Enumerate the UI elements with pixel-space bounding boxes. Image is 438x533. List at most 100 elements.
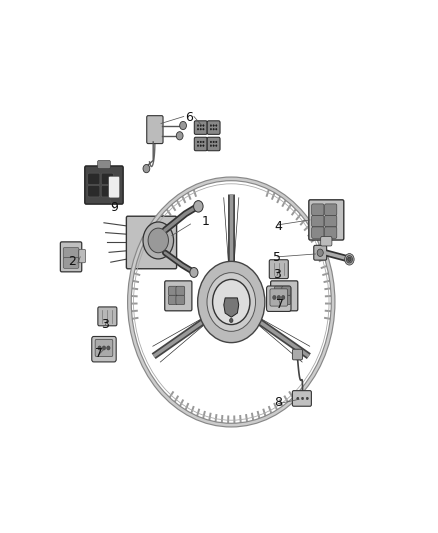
Circle shape xyxy=(210,141,212,143)
Circle shape xyxy=(207,273,255,332)
FancyBboxPatch shape xyxy=(85,166,123,204)
Circle shape xyxy=(198,261,265,343)
FancyBboxPatch shape xyxy=(169,295,177,305)
FancyBboxPatch shape xyxy=(169,286,177,296)
Circle shape xyxy=(215,125,217,126)
Text: 3: 3 xyxy=(101,318,109,331)
Text: 6: 6 xyxy=(185,111,193,124)
Circle shape xyxy=(200,141,201,143)
Circle shape xyxy=(143,222,173,259)
Text: 7: 7 xyxy=(95,347,103,360)
FancyBboxPatch shape xyxy=(207,121,220,134)
Circle shape xyxy=(102,346,106,350)
Text: 9: 9 xyxy=(110,201,118,214)
Circle shape xyxy=(348,257,351,261)
Circle shape xyxy=(215,145,217,147)
Circle shape xyxy=(203,141,204,143)
Circle shape xyxy=(210,145,212,147)
FancyBboxPatch shape xyxy=(325,204,337,215)
Circle shape xyxy=(277,295,280,300)
FancyBboxPatch shape xyxy=(98,307,117,326)
Circle shape xyxy=(301,397,304,400)
Text: 2: 2 xyxy=(68,255,76,268)
Circle shape xyxy=(197,125,199,126)
FancyBboxPatch shape xyxy=(293,349,303,360)
FancyBboxPatch shape xyxy=(271,281,298,311)
FancyBboxPatch shape xyxy=(79,249,86,263)
FancyBboxPatch shape xyxy=(207,137,220,151)
Circle shape xyxy=(346,256,353,263)
Circle shape xyxy=(194,200,203,212)
FancyBboxPatch shape xyxy=(88,173,100,184)
Circle shape xyxy=(176,132,183,140)
FancyBboxPatch shape xyxy=(274,295,283,305)
Text: 5: 5 xyxy=(273,251,281,264)
Circle shape xyxy=(98,346,101,350)
Circle shape xyxy=(213,145,214,147)
Circle shape xyxy=(143,165,150,173)
FancyBboxPatch shape xyxy=(194,121,207,134)
FancyBboxPatch shape xyxy=(88,185,100,197)
FancyBboxPatch shape xyxy=(101,173,113,184)
FancyBboxPatch shape xyxy=(147,116,163,143)
Circle shape xyxy=(200,128,201,130)
Circle shape xyxy=(203,125,204,126)
Circle shape xyxy=(213,128,214,130)
Circle shape xyxy=(180,122,187,130)
Polygon shape xyxy=(224,298,239,317)
FancyBboxPatch shape xyxy=(95,340,113,357)
FancyBboxPatch shape xyxy=(312,215,324,227)
Circle shape xyxy=(215,141,217,143)
Circle shape xyxy=(317,249,323,256)
Circle shape xyxy=(148,228,169,253)
Circle shape xyxy=(210,125,212,126)
FancyBboxPatch shape xyxy=(269,260,288,279)
FancyBboxPatch shape xyxy=(194,137,207,151)
FancyBboxPatch shape xyxy=(293,391,311,406)
FancyBboxPatch shape xyxy=(98,160,110,168)
Text: 4: 4 xyxy=(274,220,282,232)
FancyBboxPatch shape xyxy=(270,289,288,306)
Circle shape xyxy=(203,128,204,130)
FancyBboxPatch shape xyxy=(325,227,337,238)
Circle shape xyxy=(107,346,110,350)
FancyBboxPatch shape xyxy=(109,176,120,198)
FancyBboxPatch shape xyxy=(274,286,283,296)
FancyBboxPatch shape xyxy=(127,216,177,269)
FancyBboxPatch shape xyxy=(63,257,79,268)
FancyBboxPatch shape xyxy=(165,281,192,311)
Circle shape xyxy=(197,128,199,130)
Circle shape xyxy=(345,254,354,265)
Circle shape xyxy=(200,145,201,147)
Circle shape xyxy=(200,125,201,126)
Circle shape xyxy=(210,128,212,130)
FancyBboxPatch shape xyxy=(282,286,291,296)
Circle shape xyxy=(297,397,299,400)
Circle shape xyxy=(213,125,214,126)
Circle shape xyxy=(212,279,250,325)
Circle shape xyxy=(197,141,199,143)
Circle shape xyxy=(213,141,214,143)
FancyBboxPatch shape xyxy=(101,185,113,197)
FancyBboxPatch shape xyxy=(325,215,337,227)
Text: 3: 3 xyxy=(273,268,281,280)
Circle shape xyxy=(203,145,204,147)
FancyBboxPatch shape xyxy=(176,295,185,305)
Circle shape xyxy=(197,145,199,147)
FancyBboxPatch shape xyxy=(309,200,344,240)
FancyBboxPatch shape xyxy=(267,286,291,311)
Circle shape xyxy=(190,268,198,277)
FancyBboxPatch shape xyxy=(60,242,82,272)
FancyBboxPatch shape xyxy=(321,237,332,246)
FancyBboxPatch shape xyxy=(312,227,324,238)
FancyBboxPatch shape xyxy=(176,286,185,296)
FancyBboxPatch shape xyxy=(314,245,327,260)
FancyBboxPatch shape xyxy=(63,247,79,258)
Circle shape xyxy=(282,295,285,300)
Circle shape xyxy=(306,397,308,400)
Circle shape xyxy=(230,318,233,322)
Circle shape xyxy=(293,350,301,359)
FancyBboxPatch shape xyxy=(282,295,291,305)
Text: 7: 7 xyxy=(276,297,285,311)
Circle shape xyxy=(215,128,217,130)
